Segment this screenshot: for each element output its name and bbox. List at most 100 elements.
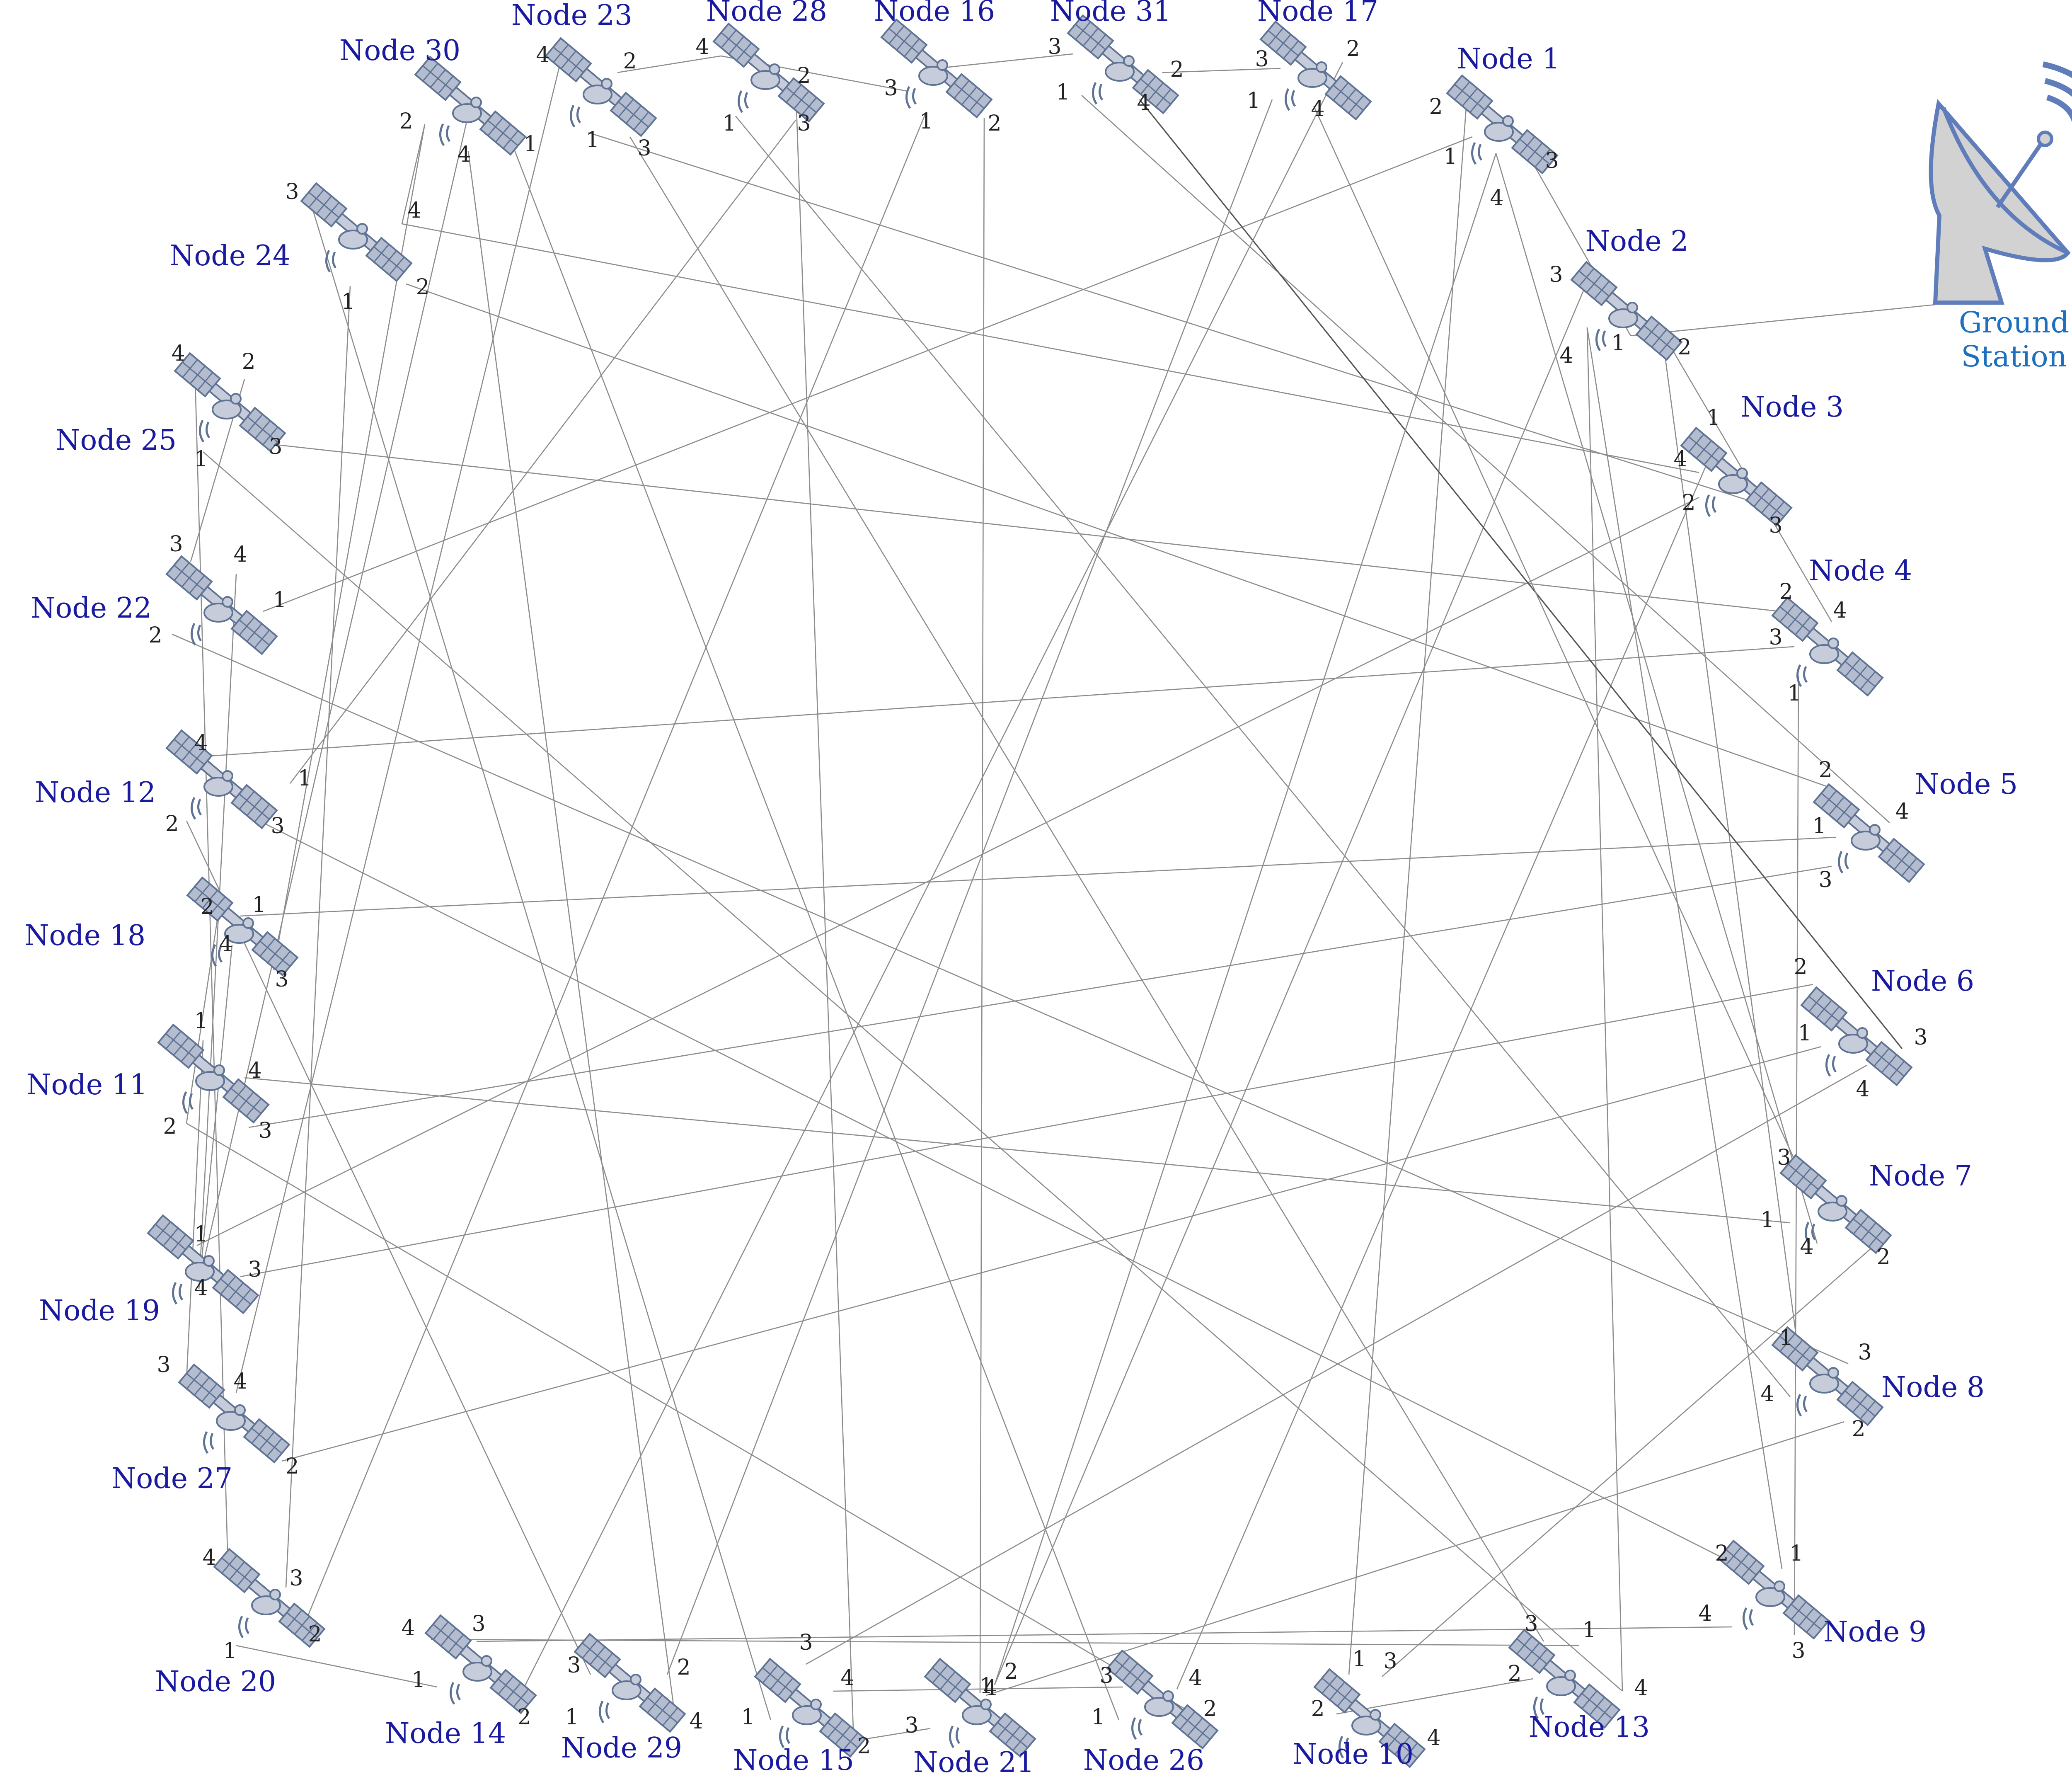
node-25[interactable]: Node 25 1 2 3 4 <box>56 341 285 472</box>
port-label: 2 <box>163 1114 177 1139</box>
port-label: 2 <box>517 1705 531 1730</box>
ground-station-label-line1: Ground <box>1959 305 2070 339</box>
node-29[interactable]: Node 291 2 3 4 <box>561 1634 703 1765</box>
port-label: 3 <box>1769 625 1782 650</box>
port-label: 2 <box>1876 1245 1890 1270</box>
node-label: Node 1 <box>1457 43 1560 75</box>
link-27p3-11p1 <box>186 1040 204 1381</box>
link-13p1-14p4 <box>431 1639 1579 1646</box>
link-10p2-13p2 <box>1336 1678 1534 1715</box>
node-14[interactable]: Node 14 1 2 3 4 <box>385 1612 536 1750</box>
satellite-icon <box>1719 1541 1829 1639</box>
port-label: 2 <box>165 812 179 836</box>
ground-station[interactable]: Ground Station <box>1929 61 2072 373</box>
node-15[interactable]: Node 15 1 2 3 4 <box>733 1630 871 1777</box>
node-label: Node 16 <box>874 0 995 28</box>
node-label: Node 10 <box>1293 1738 1414 1771</box>
port-label: 3 <box>1777 1145 1791 1170</box>
port-label: 3 <box>1818 868 1832 892</box>
port-label: 1 <box>565 1705 579 1730</box>
node-11[interactable]: Node 11 1 2 3 4 <box>27 1008 272 1143</box>
link-26p2-11p2 <box>186 1122 1194 1715</box>
link-7p1-11p4 <box>244 1077 1791 1224</box>
node-27[interactable]: Node 27 2 3 4 <box>111 1353 299 1495</box>
port-label: 3 <box>258 1118 272 1143</box>
link-2p3-21p2 <box>994 281 1588 1685</box>
link-27p4-23p4 <box>235 66 560 1393</box>
ground-station-label-line2: Station <box>1961 339 2067 373</box>
node-1[interactable]: Node 1 1 2 3 4 <box>1429 43 1560 211</box>
node-20[interactable]: Node 201 2 3 4 <box>155 1545 324 1698</box>
port-label: 2 <box>1170 57 1184 82</box>
port-label: 2 <box>1311 1697 1324 1721</box>
node-18[interactable]: Node 18 1 2 3 4 <box>24 877 298 992</box>
node-7[interactable]: Node 7 1 2 3 4 <box>1760 1145 1972 1270</box>
node-13[interactable]: Node 13 1 2 3 4 <box>1508 1612 1650 1744</box>
link-20p2-16p1 <box>302 112 927 1629</box>
node-label: Node 22 <box>31 592 152 625</box>
port-label: 2 <box>416 275 429 300</box>
link-5p2-24p2 <box>406 283 1836 790</box>
node-3[interactable]: Node 3 1 2 3 4 <box>1673 391 1844 538</box>
port-label: 3 <box>1048 34 1061 59</box>
node-label: Node 4 <box>1809 555 1912 587</box>
satellite-icon <box>301 183 411 281</box>
node-12[interactable]: Node 12 1 2 3 4 <box>35 730 312 839</box>
satellite-icon <box>167 730 277 828</box>
link-31p2-17p3 <box>1162 68 1281 73</box>
link-26p3-15p4 <box>833 1686 1123 1692</box>
link-29p3-12p2 <box>186 820 591 1675</box>
node-label: Node 25 <box>56 424 177 457</box>
port-label: 1 <box>919 109 933 134</box>
node-31[interactable]: Node 31 1 2 3 4 <box>1048 0 1184 115</box>
port-label: 4 <box>1895 799 1909 824</box>
node-30[interactable]: Node 30 1 2 4 <box>339 34 537 167</box>
node-10[interactable]: Node 10 1 2 3 4 <box>1293 1647 1441 1771</box>
port-label: 3 <box>157 1353 170 1377</box>
node-17[interactable]: Node 17 1 2 3 4 <box>1247 0 1378 121</box>
node-19[interactable]: Node 19 1 3 4 <box>39 1215 262 1327</box>
link-1p2-10p1 <box>1348 107 1467 1675</box>
node-9[interactable]: Node 9 1 2 3 4 <box>1698 1541 1927 1663</box>
node-26[interactable]: Node 26 1 2 3 4 <box>1083 1651 1218 1777</box>
port-label: 2 <box>1429 95 1443 119</box>
node-4[interactable]: Node 4 1 2 3 4 <box>1769 555 1912 706</box>
port-label: 1 <box>586 128 599 153</box>
node-6[interactable]: Node 6 1 2 3 4 <box>1794 955 1974 1102</box>
port-label: 1 <box>1706 405 1720 430</box>
port-label: 3 <box>1545 148 1559 173</box>
link-8p3-22p2 <box>172 633 1849 1365</box>
node-24[interactable]: Node 24 1 2 3 4 <box>169 179 430 314</box>
node-21[interactable]: Node 21 12 3 4 <box>905 1659 1035 1779</box>
link-16p4-31p3 <box>936 53 1074 69</box>
node-2[interactable]: Node 2 1 2 3 4 <box>1549 225 1691 368</box>
port-label: 4 <box>1800 1234 1813 1259</box>
node-label: Node 30 <box>339 34 460 67</box>
link-21p1-16p2 <box>979 118 985 1694</box>
port-label: 1 <box>1760 1207 1774 1232</box>
node-16[interactable]: Node 16 1 2 3 <box>874 0 1002 136</box>
link-3p4-24p4 <box>402 223 1699 473</box>
link-18p3-30p2 <box>273 124 426 970</box>
link-9p4-14p3 <box>476 1626 1733 1642</box>
link-13p3-23p3 <box>629 136 1544 1642</box>
port-label: 4 <box>1634 1676 1648 1701</box>
port-label: 4 <box>407 198 421 223</box>
port-label: 2 <box>1852 1417 1865 1442</box>
port-label: 1 <box>1798 1021 1811 1046</box>
node-28[interactable]: Node 28 1 2 3 4 <box>695 0 827 136</box>
node-label: Node 8 <box>1881 1371 1985 1404</box>
node-label: Node 6 <box>1871 965 1974 998</box>
node-22[interactable]: Node 22 1 2 3 4 <box>31 532 287 654</box>
node-8[interactable]: Node 8 1 2 3 4 <box>1760 1326 1985 1442</box>
port-label: 4 <box>1673 447 1687 472</box>
link-12p1-28p3 <box>289 120 796 784</box>
port-label: 4 <box>1311 97 1324 121</box>
node-23[interactable]: Node 23 1 2 3 4 <box>511 0 656 161</box>
node-5[interactable]: Node 5 1 2 3 4 <box>1812 758 2018 892</box>
port-label: 4 <box>1833 598 1847 623</box>
port-label: 2 <box>148 623 162 648</box>
port-label: 3 <box>1769 513 1782 538</box>
port-label: 1 <box>1443 144 1457 169</box>
